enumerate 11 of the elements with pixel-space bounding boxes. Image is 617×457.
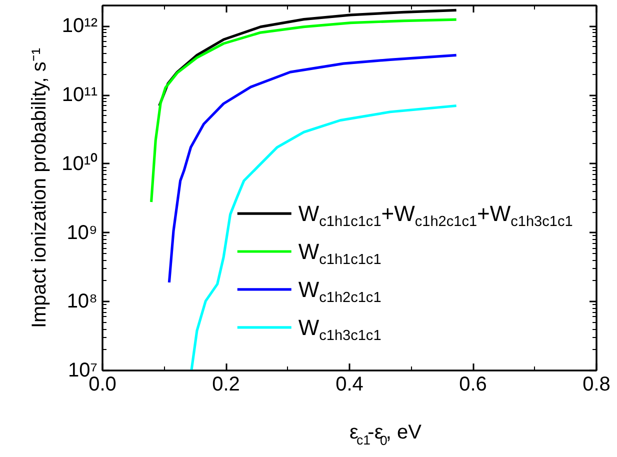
y-axis-title: Impact ionization probability, s⁻¹ xyxy=(28,48,51,328)
x-tick-label: 0.2 xyxy=(212,374,240,396)
x-tick-label: 0.8 xyxy=(582,374,610,396)
y-tick-label: 10⁸ xyxy=(66,290,98,313)
x-tick-label: 0.6 xyxy=(459,374,487,396)
y-tick-label: 10¹¹ xyxy=(62,84,98,106)
y-tick-label: 10¹² xyxy=(62,15,98,38)
line-series xyxy=(150,18,458,204)
x-tick-label: 0.4 xyxy=(336,374,364,396)
y-tick-label: 10¹⁰ xyxy=(62,152,98,175)
y-tick-label: 10⁹ xyxy=(66,222,98,244)
